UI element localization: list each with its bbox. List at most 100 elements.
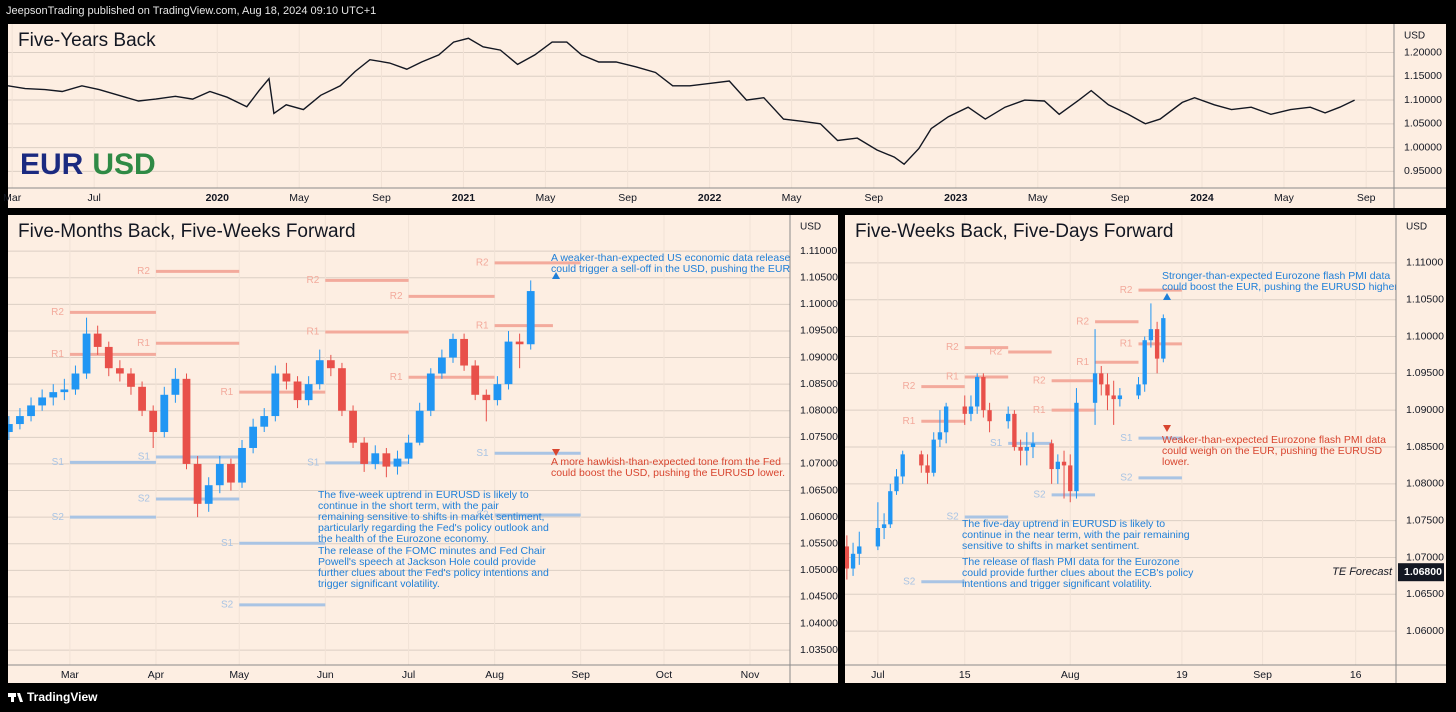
y-tick-label: 1.06500 (1406, 588, 1444, 600)
pivot-label: R1 (1033, 405, 1046, 416)
x-tick-label: Aug (485, 669, 504, 681)
candle-body (1018, 446, 1023, 451)
candle-body (1074, 402, 1079, 492)
y-tick-label: 1.04500 (800, 591, 838, 603)
y-tick-label: 1.00000 (1404, 141, 1442, 153)
pivot-label: R1 (137, 338, 150, 349)
candle-body (238, 447, 246, 483)
axis-label: USD (1404, 31, 1425, 42)
y-tick-label: 1.09000 (1406, 404, 1444, 416)
chart-panel: R2 R1 S2 R2 R1 S2 R2 S1 R2 R1 S2 R2 R1 R2 R1 S1 S2 Strong… (845, 215, 1446, 683)
y-tick-label: 1.09500 (1406, 367, 1444, 379)
y-tick-label: 1.08000 (1406, 478, 1444, 490)
y-tick-label: 1.11000 (1406, 257, 1443, 269)
x-tick-label: May (535, 192, 556, 204)
candle-body (900, 454, 905, 477)
pivot-label: R1 (903, 416, 916, 427)
pivot-label: R2 (390, 291, 403, 302)
candle-body (149, 410, 158, 433)
axis-label: USD (800, 222, 821, 233)
candle-body (349, 410, 357, 443)
x-tick-label: Jul (871, 669, 884, 681)
forecast-price: 1.06800 (1404, 566, 1442, 578)
candle-body (326, 360, 335, 369)
plot-area: R2 R1 S2 R2 R1 S2 R2 S1 R2 R1 S2 R2 R1 R2 R1 S1 S2 Strong… (845, 215, 1396, 665)
candle-body (1154, 329, 1160, 359)
candle-body (304, 384, 313, 401)
plot-area: R2 R1 S1 S2 R2 R1 S1 S2 R1 S1 S2 R2 R1 S1 R2 R1 R2 R1 S1 S2… (8, 215, 790, 665)
chart-panel: 0.95000 1.00000 1.05000 1.10000 1.15000 1.200… (3, 24, 1446, 208)
annotation-text: Weaker-than-expected Eurozone flash PMI … (1162, 434, 1386, 446)
x-tick-label: Mar (3, 192, 22, 204)
candle-body (16, 416, 24, 425)
annotation-text: Powell's speech at Jackson Hole could pr… (318, 556, 536, 568)
y-tick-label: 1.07500 (1406, 514, 1444, 526)
candle-body (82, 333, 91, 374)
annotation-text: intentions and trigger significant volat… (962, 578, 1152, 590)
candle-body (1030, 443, 1036, 447)
annotation-text: particularly regarding the Fed's policy … (318, 522, 549, 534)
candle-body (271, 373, 280, 417)
pivot-label: S2 (903, 576, 916, 587)
y-tick-label: 1.07000 (800, 458, 838, 470)
x-tick-label: Jul (87, 192, 100, 204)
y-tick-label: 1.05500 (800, 538, 838, 550)
chart-title: Five-Months Back, Five-Weeks Forward (18, 221, 356, 242)
x-tick-label: May (1028, 192, 1049, 204)
y-tick-label: 1.09000 (800, 351, 838, 363)
pivot-label: S2 (1033, 490, 1046, 501)
annotation-text: The five-day uptrend in EURUSD is likely… (962, 518, 1165, 530)
pivot-label: S2 (52, 512, 65, 523)
candle-body (925, 465, 930, 473)
price-line (8, 37, 1355, 166)
x-tick-label: Sep (864, 192, 883, 204)
y-tick-label: 1.10500 (800, 272, 838, 284)
annotation-text: could boost the USD, pushing the EURUSD … (551, 467, 785, 479)
candle-body (968, 406, 974, 414)
pivot-label: S1 (138, 452, 151, 463)
x-tick-label: Sep (1357, 192, 1376, 204)
candle-body (1111, 395, 1116, 400)
x-tick-label: 2022 (698, 192, 722, 204)
pivot-label: R1 (476, 320, 489, 331)
annotation-text: trigger significant volatility. (318, 578, 440, 590)
candle-body (371, 453, 380, 464)
annotation-text: further clues about the Fed's policy int… (318, 567, 549, 579)
annotation-marker (552, 449, 560, 456)
candle-body (404, 442, 413, 459)
candle-body (315, 360, 324, 385)
candle-body (1142, 340, 1147, 385)
forecast-price-box (1398, 563, 1444, 582)
x-tick-label: 15 (959, 669, 971, 681)
candle-body (962, 406, 967, 414)
candle-body (1136, 384, 1141, 396)
y-tick-label: 1.08500 (1406, 441, 1444, 453)
candle-body (27, 405, 35, 417)
y-tick-label: 1.20000 (1404, 46, 1442, 58)
candle-body (204, 485, 213, 504)
pivot-label: R2 (946, 342, 959, 353)
y-tick-label: 1.05000 (1404, 118, 1442, 130)
x-tick-label: Sep (1253, 669, 1272, 681)
y-tick-label: 1.08000 (800, 405, 838, 417)
pivot-label: R2 (903, 381, 916, 392)
candle-body (1055, 461, 1061, 470)
pivot-label: R1 (220, 387, 233, 398)
pivot-label: R2 (1033, 375, 1046, 386)
pivot-label: S1 (1120, 433, 1133, 444)
candle-body (115, 368, 124, 374)
candle-body (193, 463, 202, 504)
annotation-text: A more hawkish-than-expected tone from t… (551, 456, 781, 468)
annotation-text: sensitive to shifts in market sentiment. (962, 540, 1139, 552)
annotation-text: could provide further clues about the EC… (962, 567, 1194, 579)
pivot-label: R2 (307, 275, 320, 286)
y-tick-label: 1.10000 (1404, 94, 1442, 106)
candle-body (1061, 461, 1067, 466)
panel-background (8, 24, 1446, 208)
pivot-label: S2 (138, 494, 151, 505)
candle-body (1006, 413, 1011, 422)
candle-body (127, 373, 135, 387)
x-tick-label: Nov (741, 669, 760, 681)
pivot-label: S2 (476, 510, 489, 521)
